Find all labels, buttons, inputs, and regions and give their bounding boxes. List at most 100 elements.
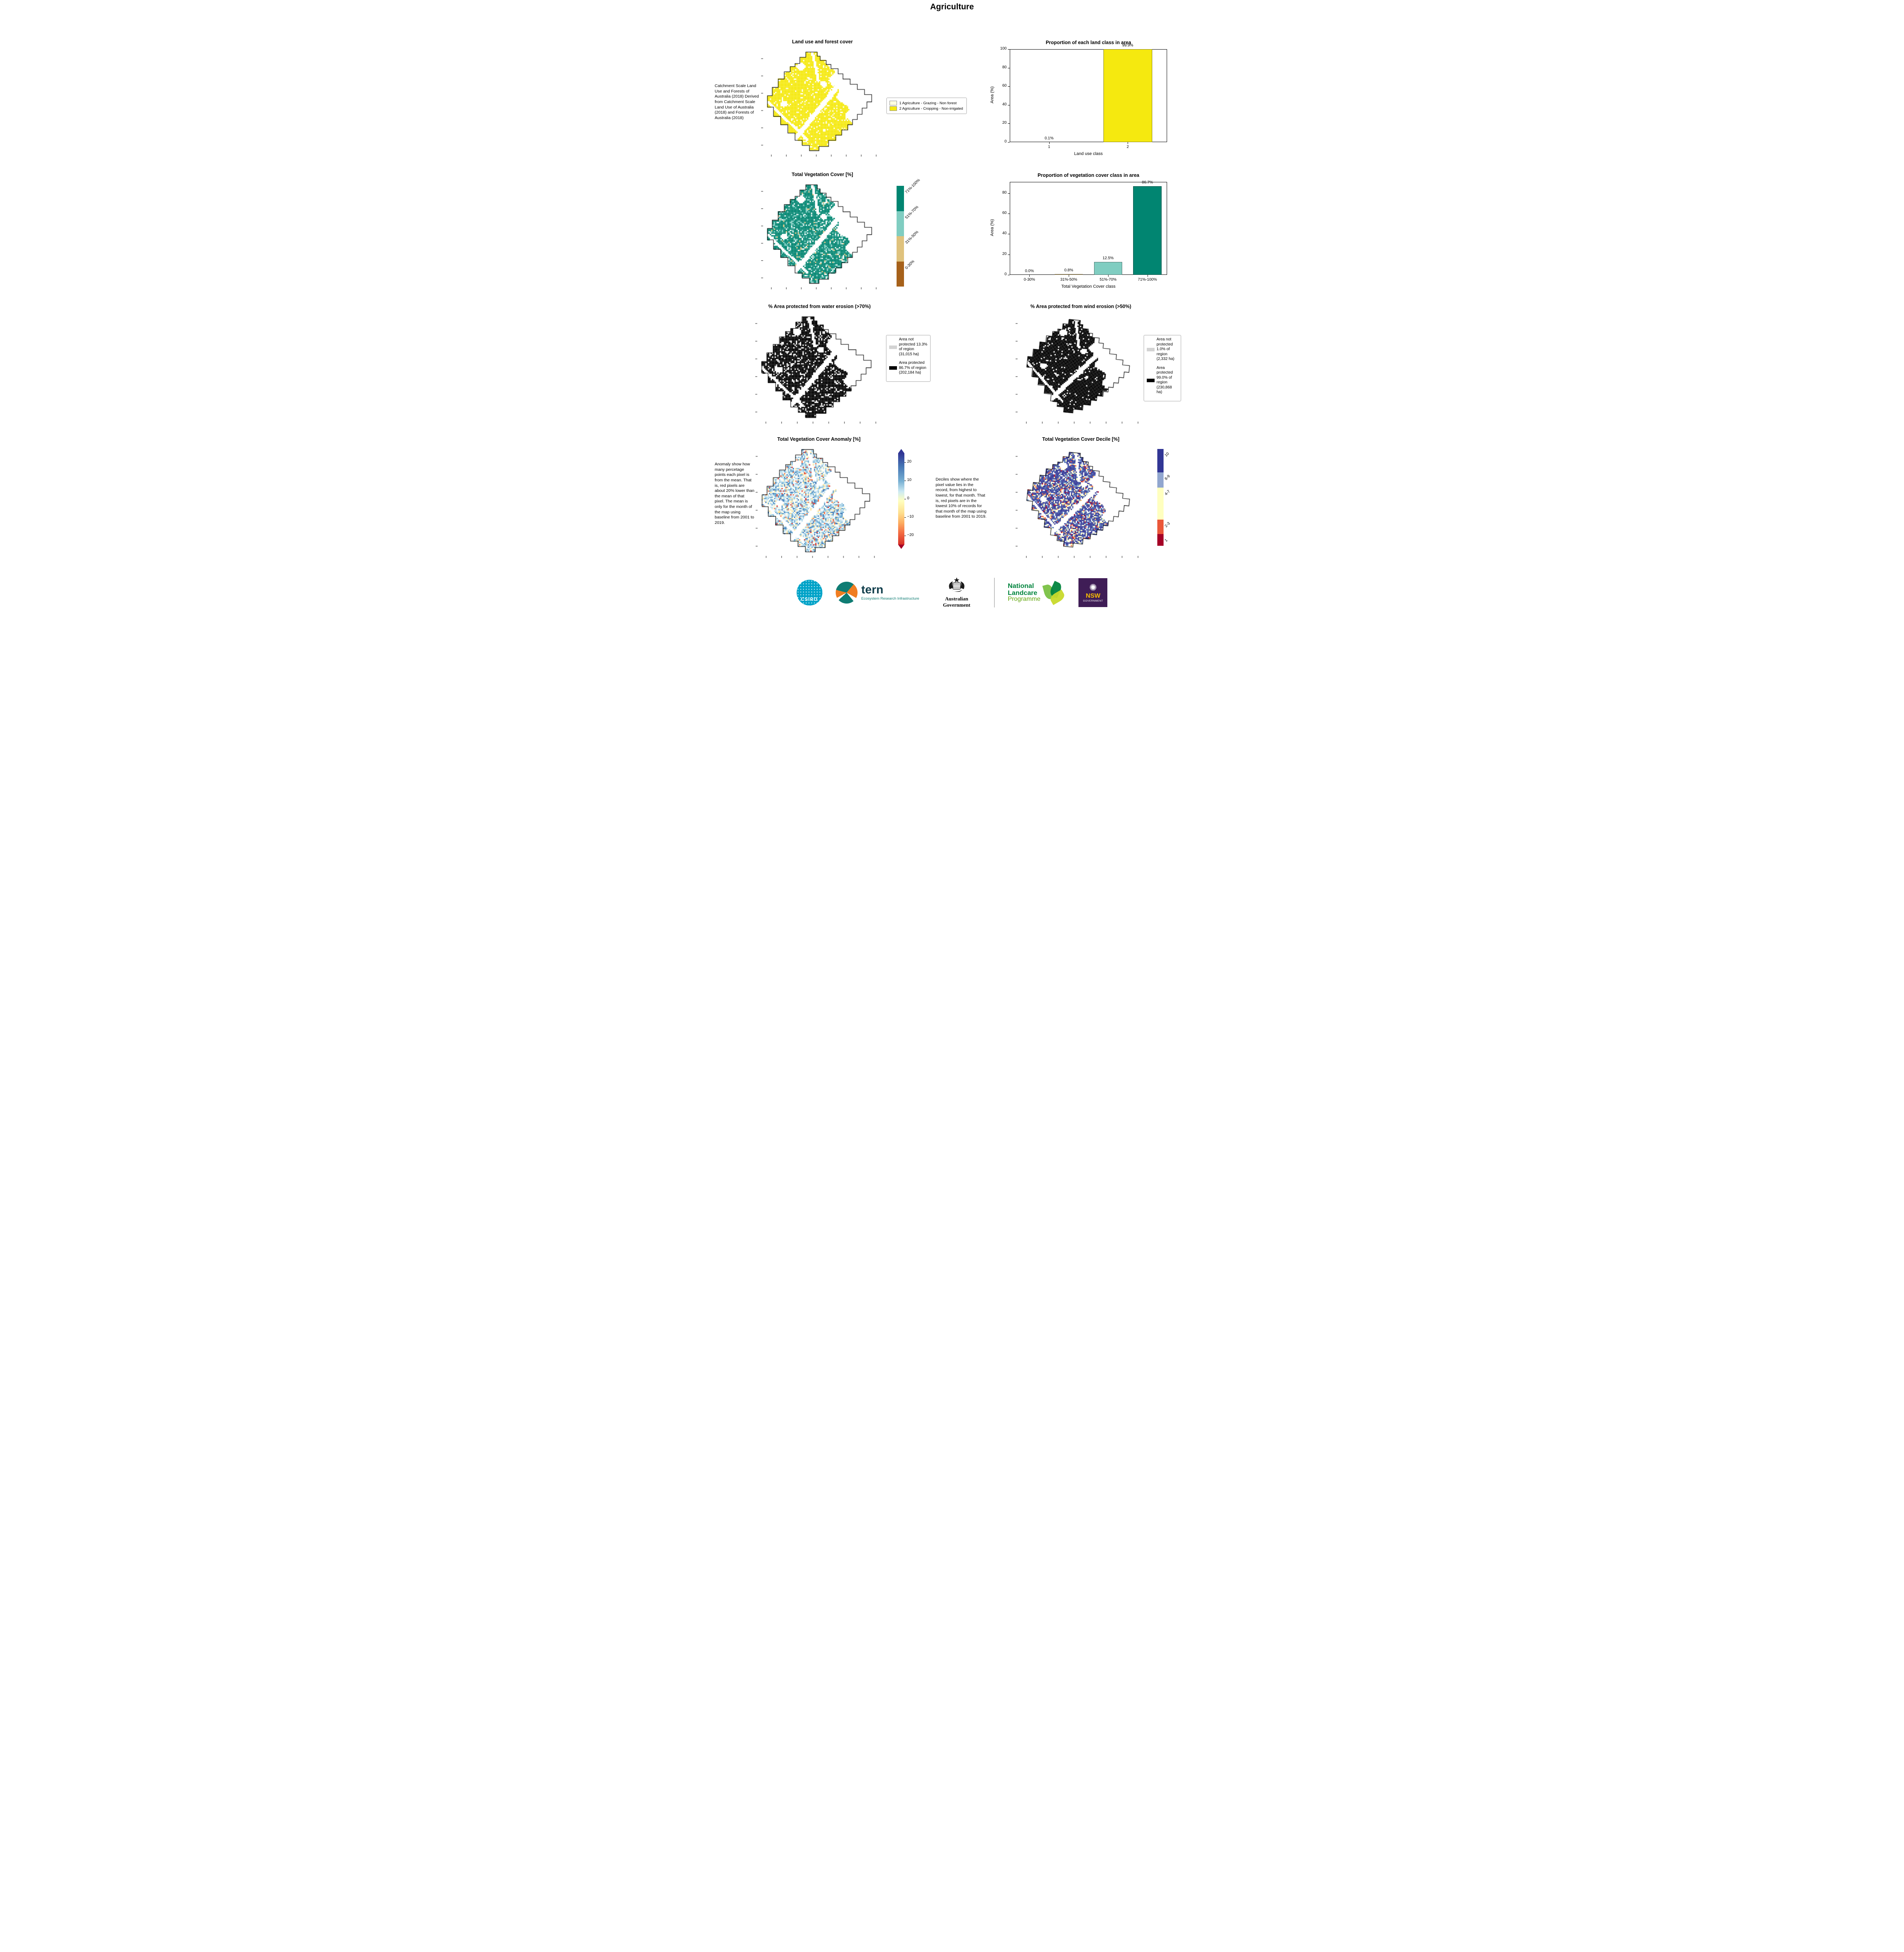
y-tick-label: 20 xyxy=(1002,121,1007,125)
colorbar-label: 4-7 xyxy=(1164,489,1171,497)
land-use-map-title: Land use and forest cover xyxy=(792,39,853,45)
wind-erosion-legend: Area not protected 1.0% of region (2,332… xyxy=(1144,335,1181,401)
nsw-subtitle: GOVERNMENT xyxy=(1083,599,1103,602)
colorbar-label: 51%-70% xyxy=(904,205,920,220)
x-tick-label: 31%-50% xyxy=(1060,278,1077,282)
water-erosion-map-panel: % Area protected from water erosion (>70… xyxy=(754,304,885,426)
colorbar-tick-label: −20 xyxy=(907,533,914,537)
australian-government-logo: Australian Government xyxy=(932,577,981,608)
y-tick-label: 100 xyxy=(1000,46,1007,51)
bar-value-label: 0.0% xyxy=(1025,269,1034,273)
australian-crest-icon xyxy=(949,577,964,592)
chart-title: Proportion of vegetation cover class in … xyxy=(1037,173,1139,178)
colorbar-arrow-down xyxy=(898,545,904,549)
x-tick-label: 2 xyxy=(1126,145,1129,149)
y-tick xyxy=(1008,86,1010,87)
bar-51%-70% xyxy=(1094,262,1123,275)
colorbar-tick-label: 0 xyxy=(907,496,909,500)
tern-logo: tern Ecosystem Research Infrastructure xyxy=(835,582,919,604)
water-erosion-map xyxy=(754,314,885,425)
bar-value-label: 86.7% xyxy=(1142,180,1153,185)
waratah-icon: ✺ xyxy=(1089,582,1097,593)
land-class-bar-chart: Proportion of each land class in area 0 20… xyxy=(987,39,1173,163)
colorbar-segment xyxy=(1157,488,1164,520)
vegetation-cover-map xyxy=(760,182,885,290)
decile-colorbar: 10 8-9 4-7 2-3 1 xyxy=(1157,449,1185,549)
tern-label: tern xyxy=(861,583,884,596)
legend-entry: 1 Agriculture - Grazing - Non forest xyxy=(890,101,964,105)
legend-label: Area protected 86.7% of region (202,184 … xyxy=(899,361,927,375)
anomaly-caption: Anomaly show how many percetage points e… xyxy=(715,462,754,525)
colorbar-label: 2-3 xyxy=(1164,521,1171,529)
x-tick-label: 51%-70% xyxy=(1100,278,1117,282)
chart-title: Proportion of each land class in area xyxy=(1046,40,1131,45)
tern-icon xyxy=(835,582,858,604)
colorbar-gradient xyxy=(898,453,904,545)
decile-map-panel: Total Vegetation Cover Decile [%] xyxy=(1014,436,1147,560)
colorbar-segment xyxy=(897,236,904,262)
anomaly-colorbar: 20 10 0 −10 −20 xyxy=(898,449,923,550)
y-tick-label: 0 xyxy=(1004,272,1007,276)
y-tick xyxy=(1008,123,1010,124)
page-title: Agriculture xyxy=(930,2,974,11)
y-tick-label: 0 xyxy=(1004,139,1007,144)
y-tick-label: 80 xyxy=(1002,190,1007,195)
nsw-government-logo: ✺ NSW GOVERNMENT xyxy=(1078,578,1108,607)
legend-label: 2 Agriculture - Cropping - Non-irrigated xyxy=(899,106,963,111)
colorbar-label: 10 xyxy=(1164,451,1170,458)
footer-divider xyxy=(994,578,995,607)
bar-2 xyxy=(1103,49,1152,142)
y-tick-label: 60 xyxy=(1002,84,1007,88)
nsw-label: NSW xyxy=(1085,592,1101,599)
decile-caption: Deciles show where the pixel value lies … xyxy=(936,477,987,519)
land-use-map-panel: Land use and forest cover xyxy=(760,39,885,159)
legend-entry: Area protected 86.7% of region (202,184 … xyxy=(889,361,927,376)
report-page: Agriculture Catchment Scale Land Use and… xyxy=(714,0,1190,630)
legend-swatch xyxy=(890,106,897,111)
national-landcare-logo: National Landcare Programme xyxy=(1008,581,1066,605)
colorbar-tick-label: −10 xyxy=(907,514,914,519)
legend-swatch xyxy=(889,366,897,370)
vegetation-cover-colorbar: 71%-100% 51%-70% 31%-50% 0-30% xyxy=(897,178,928,288)
bar-71%-100% xyxy=(1133,186,1162,275)
colorbar-label: 1 xyxy=(1164,538,1169,543)
colorbar-segment xyxy=(897,261,904,287)
colorbar-segment xyxy=(897,211,904,236)
bar-value-label: 99.9% xyxy=(1122,43,1134,48)
anomaly-map xyxy=(754,447,883,559)
vegetation-cover-map-panel: Total Vegetation Cover [%] xyxy=(760,172,885,291)
csiro-label: CSIRO xyxy=(801,597,818,602)
colorbar-segment xyxy=(1157,449,1164,472)
y-axis-label: Area (%) xyxy=(990,219,995,236)
x-tick xyxy=(1049,142,1050,144)
water-erosion-legend: Area not protected 13.3% of region (31,0… xyxy=(886,335,931,382)
colorbar xyxy=(1157,449,1164,546)
legend-label: Area not protected 1.0% of region (2,332… xyxy=(1157,337,1174,361)
x-tick-label: 0-30% xyxy=(1023,278,1035,282)
colorbar-tick xyxy=(904,462,906,463)
colorbar-label: 31%-50% xyxy=(904,230,920,245)
bar-value-label: 12.5% xyxy=(1102,256,1114,261)
decile-map-title: Total Vegetation Cover Decile [%] xyxy=(1042,436,1119,442)
legend-label: 1 Agriculture - Grazing - Non forest xyxy=(899,101,957,105)
x-tick-label: 71%-100% xyxy=(1138,278,1157,282)
csiro-logo: CSIRO xyxy=(796,580,822,606)
legend-swatch xyxy=(890,101,897,105)
vegetation-class-bar-chart: Proportion of vegetation cover class in … xyxy=(987,172,1173,296)
colorbar-segment xyxy=(897,186,904,211)
vegetation-cover-map-title: Total Vegetation Cover [%] xyxy=(792,172,853,177)
legend-swatch xyxy=(889,345,897,349)
colorbar-segment xyxy=(1157,520,1164,534)
x-axis-label: Total Vegetation Cover class xyxy=(1061,284,1116,289)
wind-erosion-map-panel: % Area protected from wind erosion (>50%… xyxy=(1014,304,1147,426)
y-tick-label: 80 xyxy=(1002,65,1007,69)
decile-map xyxy=(1014,447,1147,559)
anomaly-map-title: Total Vegetation Cover Anomaly [%] xyxy=(777,436,861,442)
x-tick xyxy=(1108,275,1109,277)
y-tick-label: 40 xyxy=(1002,231,1007,236)
colorbar-label: 8-9 xyxy=(1164,474,1171,481)
leaf-icon xyxy=(1042,581,1066,605)
anomaly-map-panel: Total Vegetation Cover Anomaly [%] xyxy=(754,436,883,560)
legend-entry: 2 Agriculture - Cropping - Non-irrigated xyxy=(890,106,964,111)
water-erosion-map-title: % Area protected from water erosion (>70… xyxy=(768,304,871,309)
